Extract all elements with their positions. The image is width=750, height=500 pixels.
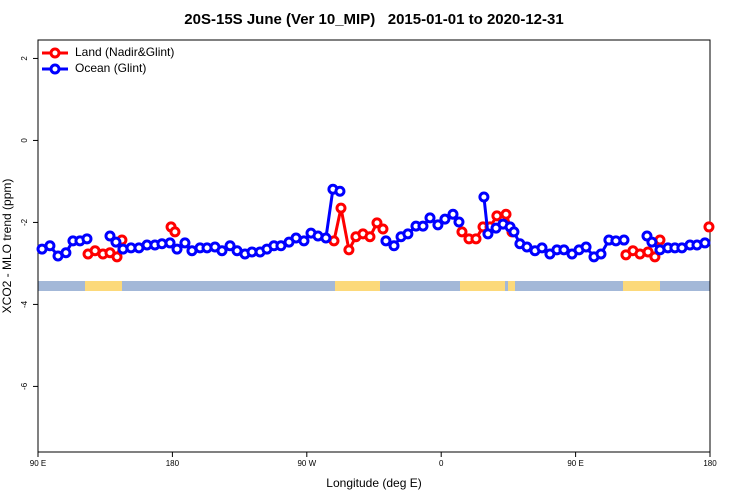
data-point <box>478 191 490 203</box>
data-point <box>224 240 236 252</box>
y-tick-label: -2 <box>20 218 29 226</box>
data-point <box>500 208 512 220</box>
data-point <box>432 219 444 231</box>
data-point <box>216 245 228 257</box>
legend-marker <box>49 63 61 75</box>
x-tick-label: 90 E <box>567 459 583 468</box>
data-point <box>179 237 191 249</box>
y-axis-label: XCO2 - MLO trend (ppm) <box>0 179 14 314</box>
data-point <box>508 226 520 238</box>
legend-label: Ocean (Glint) <box>75 61 146 75</box>
data-point <box>417 220 429 232</box>
data-point <box>642 246 654 258</box>
data-point <box>447 208 459 220</box>
data-point <box>60 247 72 259</box>
data-point <box>334 185 346 197</box>
data-point <box>111 251 123 263</box>
data-point <box>171 243 183 255</box>
x-tick-label: 90 E <box>30 459 46 468</box>
land-strip <box>623 281 660 291</box>
y-tick-label: 2 <box>20 56 29 61</box>
series <box>36 183 711 263</box>
data-point <box>453 216 465 228</box>
data-point <box>646 236 658 248</box>
legend-marker <box>49 47 61 59</box>
data-point <box>699 237 711 249</box>
data-point <box>44 240 56 252</box>
x-tick-label: 180 <box>166 459 180 468</box>
data-point <box>388 240 400 252</box>
land-mask-strip <box>38 281 710 291</box>
x-tick-label: 0 <box>439 459 444 468</box>
data-point <box>402 228 414 240</box>
data-point <box>491 210 503 222</box>
legend-label: Land (Nadir&Glint) <box>75 45 174 59</box>
y-tick-label: -6 <box>20 382 29 390</box>
land-strip <box>85 281 122 291</box>
land-strip <box>508 281 515 291</box>
data-point <box>335 202 347 214</box>
data-point <box>439 213 451 225</box>
data-point <box>595 248 607 260</box>
x-tick-label: 90 W <box>297 459 316 468</box>
x-tick-label: 180 <box>703 459 717 468</box>
data-point <box>456 226 468 238</box>
data-point <box>580 241 592 253</box>
data-point <box>558 244 570 256</box>
land-strip <box>460 281 505 291</box>
data-point <box>703 221 715 233</box>
data-point <box>110 236 122 248</box>
data-point <box>104 230 116 242</box>
data-point <box>371 217 383 229</box>
data-point <box>380 235 392 247</box>
land-strip <box>335 281 380 291</box>
data-point <box>81 233 93 245</box>
data-point <box>164 237 176 249</box>
x-axis-label: Longitude (deg E) <box>326 476 421 490</box>
data-point <box>377 223 389 235</box>
data-point <box>343 244 355 256</box>
y-tick-label: -4 <box>20 300 29 308</box>
chart-title: 20S-15S June (Ver 10_MIP) 2015-01-01 to … <box>184 11 563 28</box>
data-point <box>424 212 436 224</box>
data-point <box>169 226 181 238</box>
data-point <box>649 251 661 263</box>
data-point <box>536 242 548 254</box>
data-point <box>320 232 332 244</box>
data-point <box>298 235 310 247</box>
data-point <box>364 231 376 243</box>
data-point <box>618 234 630 246</box>
data-point <box>470 233 482 245</box>
data-point <box>482 228 494 240</box>
y-tick-label: 0 <box>20 138 29 143</box>
